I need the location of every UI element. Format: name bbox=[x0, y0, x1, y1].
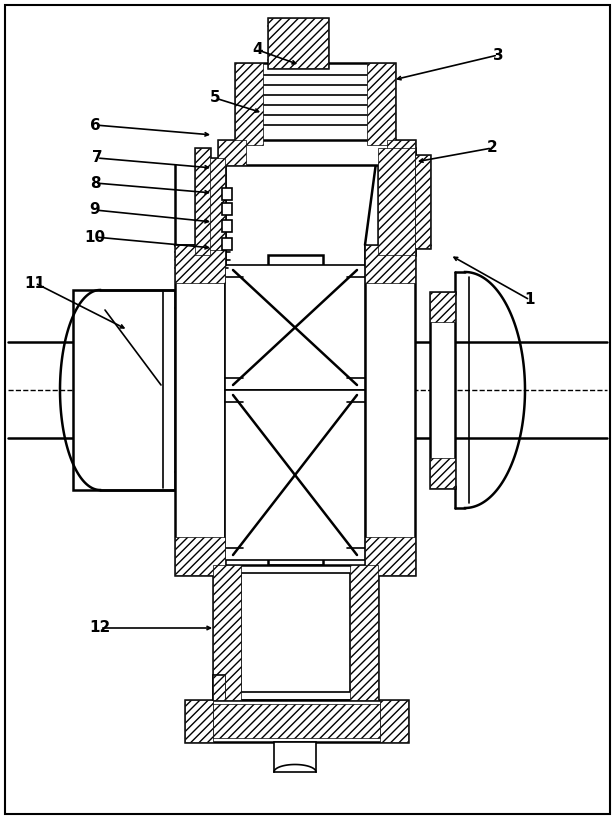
Bar bbox=[222, 203, 232, 215]
Bar bbox=[365, 537, 415, 575]
Text: 3: 3 bbox=[493, 48, 503, 62]
Text: 2: 2 bbox=[486, 141, 498, 156]
Bar bbox=[222, 238, 232, 250]
Text: 10: 10 bbox=[84, 229, 106, 245]
Bar bbox=[175, 245, 225, 283]
Bar bbox=[73, 290, 175, 490]
Bar bbox=[195, 148, 210, 255]
Bar bbox=[378, 148, 415, 255]
Bar bbox=[268, 255, 323, 565]
Bar bbox=[185, 700, 213, 742]
Bar bbox=[213, 675, 225, 700]
Text: 12: 12 bbox=[89, 621, 111, 636]
Bar bbox=[241, 573, 350, 692]
Bar bbox=[213, 565, 378, 700]
Text: 1: 1 bbox=[525, 292, 535, 307]
Bar bbox=[213, 675, 225, 700]
Bar bbox=[235, 63, 263, 145]
Text: 6: 6 bbox=[90, 117, 100, 133]
Bar bbox=[415, 155, 430, 248]
Bar bbox=[218, 140, 246, 165]
Bar bbox=[235, 63, 395, 145]
Bar bbox=[365, 245, 415, 283]
Text: 4: 4 bbox=[253, 43, 263, 57]
Bar bbox=[175, 537, 225, 575]
Bar bbox=[367, 63, 395, 145]
Text: 8: 8 bbox=[90, 175, 100, 191]
Bar bbox=[208, 158, 225, 250]
Bar bbox=[350, 565, 378, 700]
Bar bbox=[387, 140, 415, 165]
Bar bbox=[380, 700, 408, 742]
Bar bbox=[365, 245, 415, 575]
Bar bbox=[225, 390, 365, 560]
Bar bbox=[430, 292, 455, 322]
Text: 5: 5 bbox=[210, 91, 220, 106]
Bar bbox=[268, 18, 328, 68]
Bar bbox=[222, 220, 232, 232]
Bar bbox=[218, 140, 415, 165]
Text: 7: 7 bbox=[92, 151, 102, 165]
Text: 11: 11 bbox=[25, 275, 46, 291]
Bar bbox=[213, 565, 241, 700]
Bar bbox=[430, 292, 455, 488]
Bar bbox=[222, 188, 232, 200]
Bar bbox=[175, 245, 225, 575]
Bar bbox=[225, 265, 365, 390]
Bar bbox=[274, 742, 316, 772]
Bar bbox=[213, 704, 380, 738]
Bar bbox=[195, 148, 210, 255]
Bar bbox=[430, 458, 455, 488]
Bar bbox=[268, 18, 328, 68]
Bar bbox=[415, 155, 430, 248]
Bar bbox=[185, 700, 408, 742]
Bar bbox=[208, 158, 225, 250]
Bar bbox=[378, 148, 415, 255]
Text: 9: 9 bbox=[90, 202, 100, 218]
